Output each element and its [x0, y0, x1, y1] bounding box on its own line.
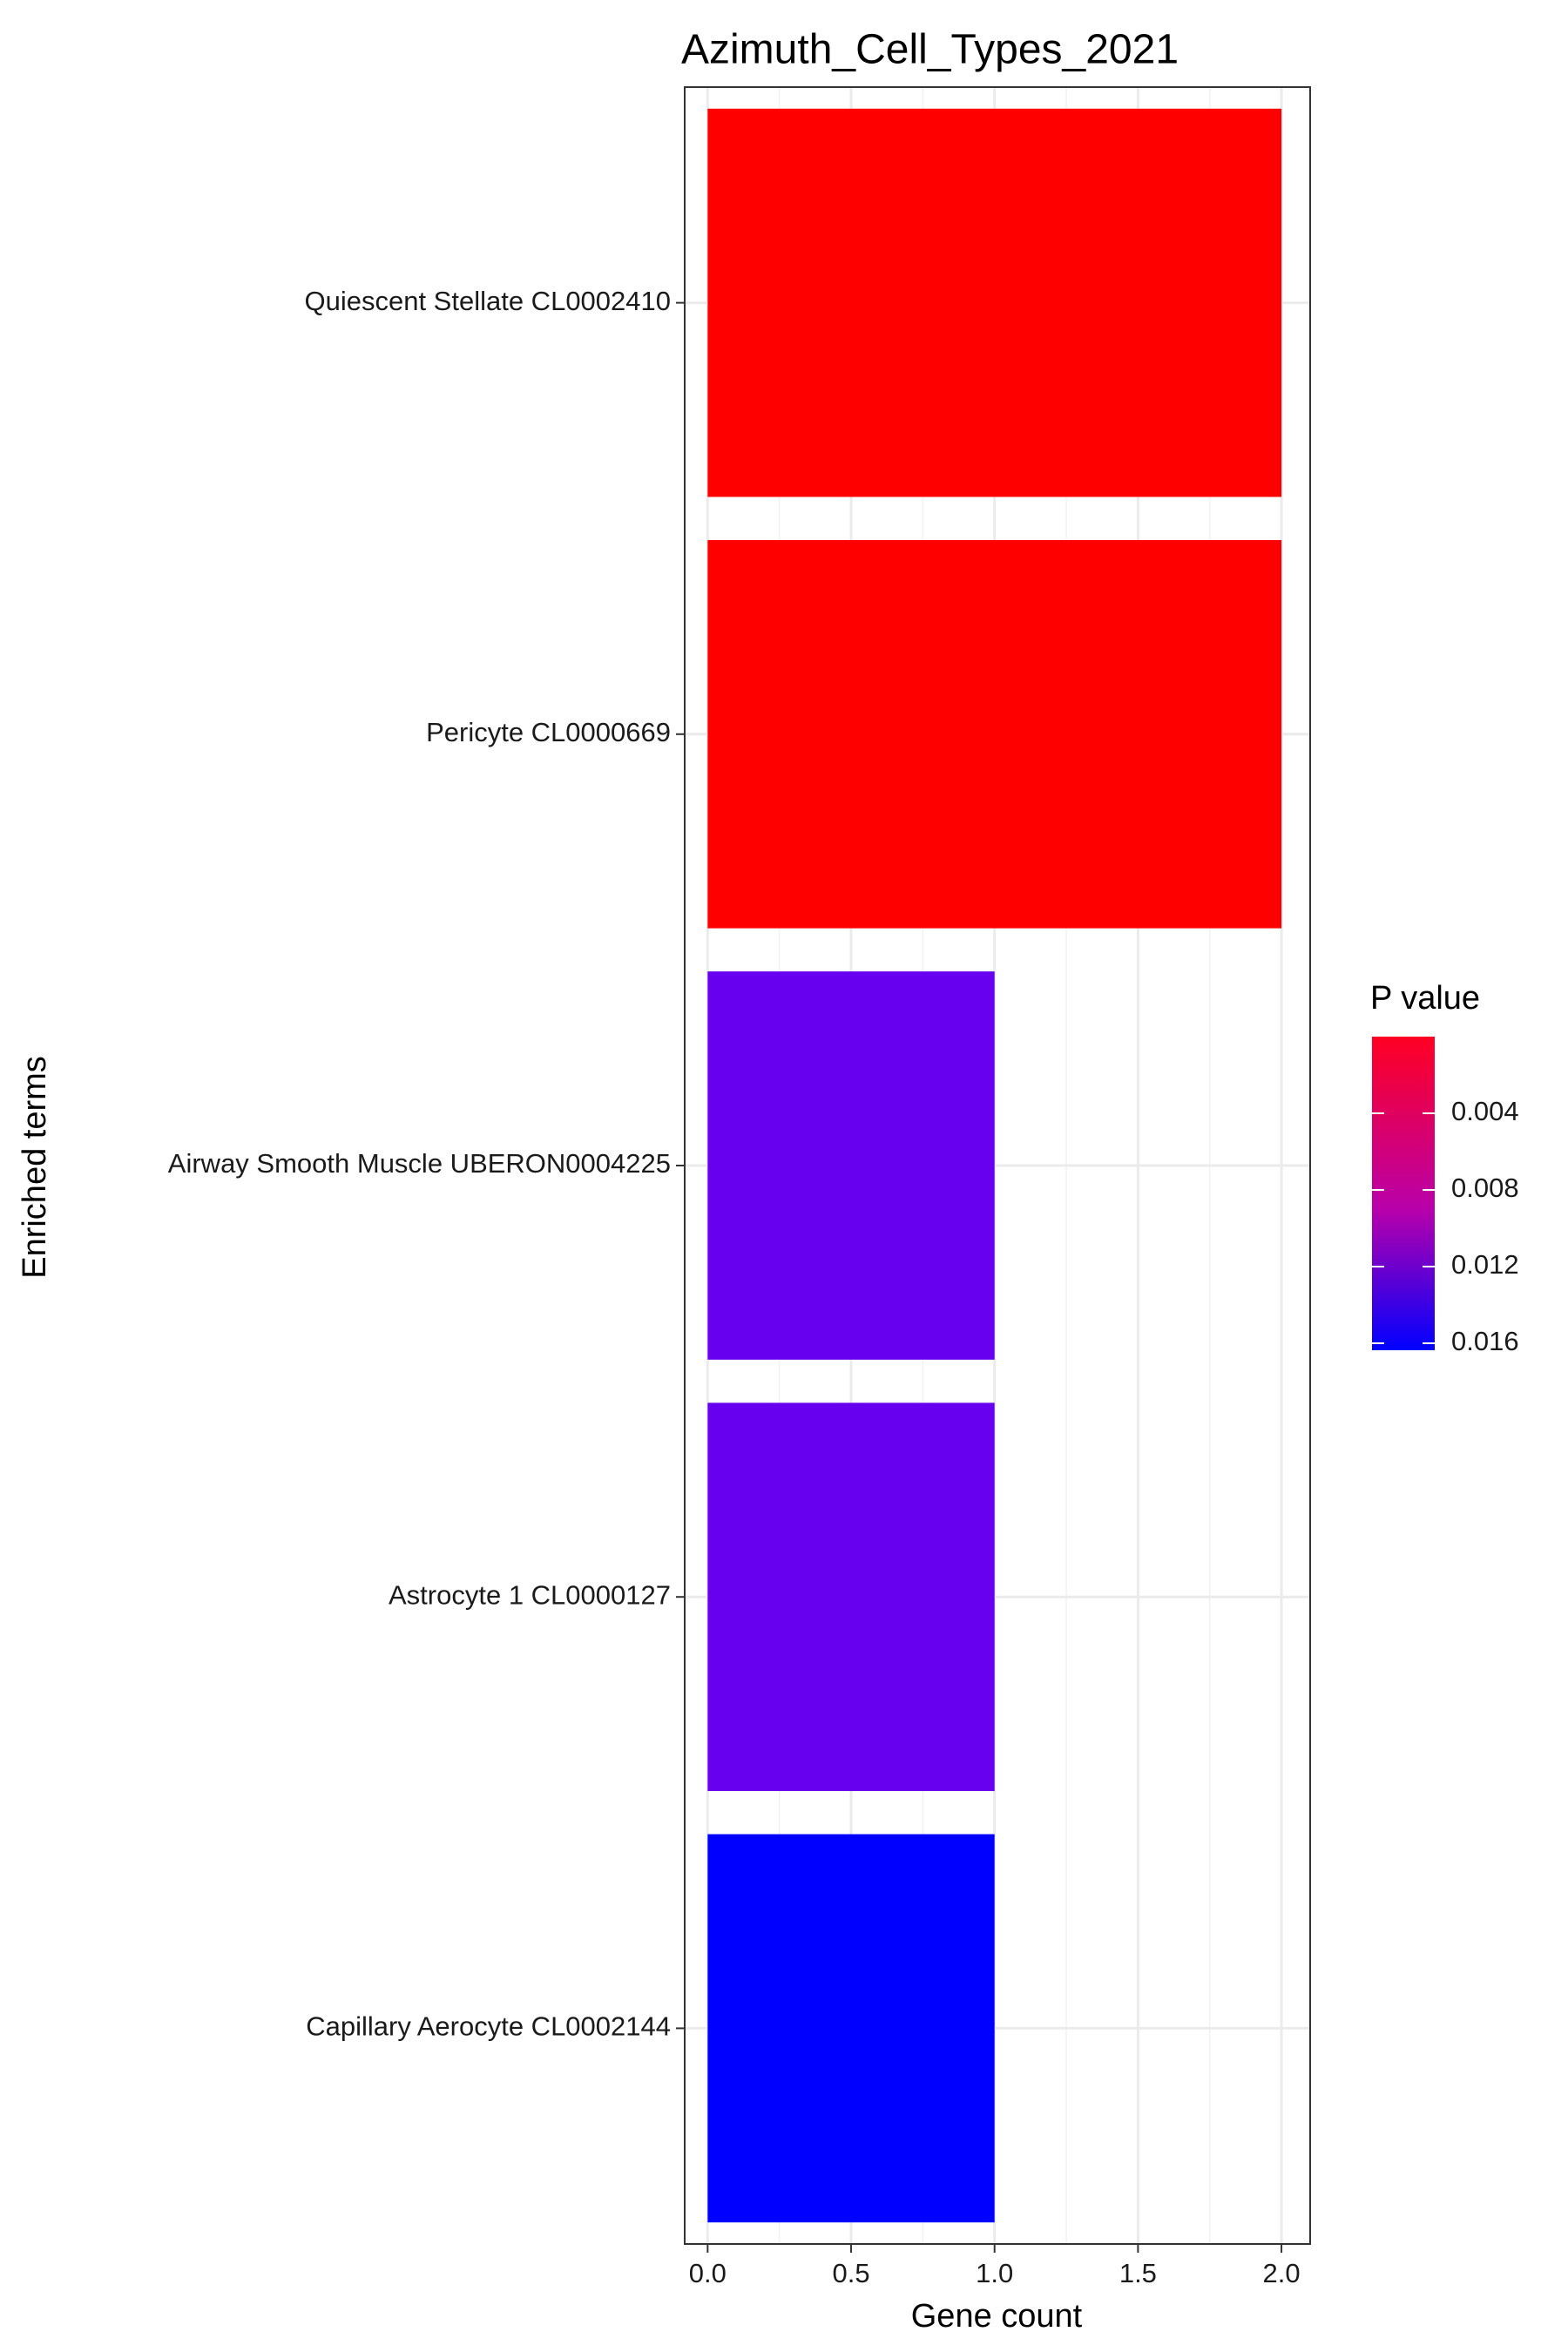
bar — [707, 971, 995, 1360]
x-tick-label: 2.0 — [1263, 2258, 1301, 2288]
legend-colorbar — [1372, 1037, 1435, 1350]
y-tick-label: Capillary Aerocyte CL0002144 — [306, 2011, 671, 2042]
bar — [707, 539, 1282, 929]
x-axis: 0.0 0.5 1.0 1.5 2.0 — [689, 2244, 1301, 2288]
legend-ticks: 0.004 0.008 0.012 0.016 — [1372, 1096, 1519, 1356]
bar — [707, 1834, 995, 2223]
y-axis: Quiescent Stellate CL0002410 Pericyte CL0… — [168, 286, 685, 2042]
x-tick-label: 0.5 — [832, 2258, 869, 2288]
x-tick-label: 1.0 — [976, 2258, 1013, 2288]
legend-tick-label: 0.016 — [1451, 1326, 1519, 1356]
y-tick-label: Quiescent Stellate CL0002410 — [304, 286, 671, 316]
x-axis-label: Gene count — [911, 2298, 1083, 2335]
bar — [707, 108, 1282, 497]
y-tick-label: Airway Smooth Muscle UBERON0004225 — [168, 1148, 671, 1179]
legend-tick-label: 0.008 — [1451, 1173, 1519, 1203]
x-tick-label: 1.5 — [1119, 2258, 1157, 2288]
y-tick-label: Astrocyte 1 CL0000127 — [389, 1579, 671, 1610]
bars — [707, 108, 1282, 2223]
legend-title: P value — [1370, 980, 1480, 1017]
legend-tick-label: 0.004 — [1451, 1096, 1519, 1126]
x-tick-label: 0.0 — [689, 2258, 727, 2288]
y-axis-label: Enriched terms — [17, 1056, 53, 1279]
y-tick-label: Pericyte CL0000669 — [426, 717, 671, 747]
chart-title: Azimuth_Cell_Types_2021 — [681, 27, 1179, 73]
legend: P value 0.004 0.008 0.012 0.016 — [1370, 980, 1519, 1356]
legend-tick-label: 0.012 — [1451, 1249, 1519, 1280]
bar — [707, 1402, 995, 1792]
